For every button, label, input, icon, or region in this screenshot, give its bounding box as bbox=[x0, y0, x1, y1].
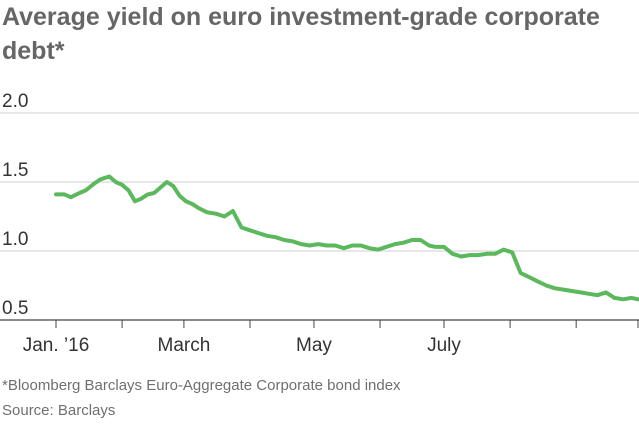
series-line-yield bbox=[54, 174, 639, 302]
x-tick-label: Jan. ’16 bbox=[23, 335, 90, 356]
y-tick-label: 2.0 bbox=[2, 91, 28, 112]
grid-lines bbox=[0, 112, 639, 321]
x-tick-label: March bbox=[158, 335, 211, 356]
series-group bbox=[54, 174, 639, 302]
x-tick-label: May bbox=[296, 335, 332, 356]
footnote: *Bloomberg Barclays Euro-Aggregate Corpo… bbox=[2, 377, 401, 394]
y-axis-ticks: 2.0 1.5 1.0 0.5 bbox=[2, 91, 28, 319]
chart-title: Average yield on euro investment-grade c… bbox=[2, 3, 600, 65]
y-tick-label: 0.5 bbox=[2, 298, 28, 319]
source-note: Source: Barclays bbox=[2, 402, 116, 419]
y-tick-label: 1.5 bbox=[2, 160, 28, 181]
x-tick-label: July bbox=[427, 335, 461, 356]
x-axis: Jan. ’16 March May July bbox=[23, 320, 639, 356]
y-tick-label: 1.0 bbox=[2, 229, 28, 250]
